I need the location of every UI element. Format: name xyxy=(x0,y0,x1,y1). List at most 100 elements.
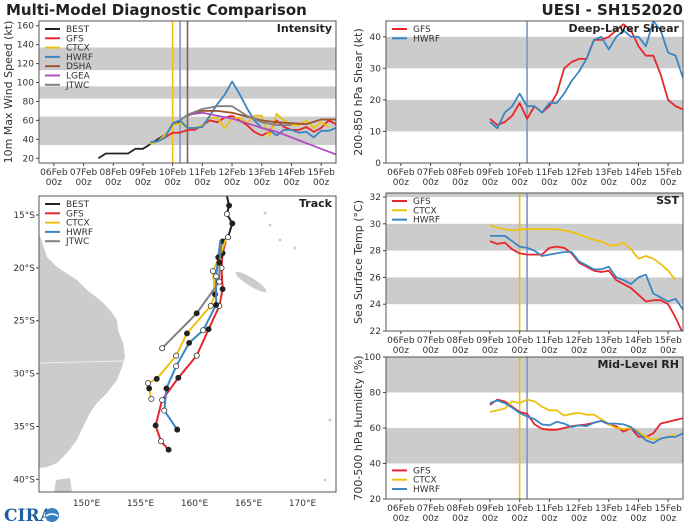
x-tick-hour: 00z xyxy=(512,346,528,356)
panel-title: SST xyxy=(656,194,679,207)
x-tick-label: 12Feb 00z xyxy=(218,168,246,188)
legend-label: GFS xyxy=(66,34,84,44)
x-tick-hour: 00z xyxy=(393,178,409,188)
x-tick-hour: 00z xyxy=(422,346,438,356)
x-tick-date: 15Feb xyxy=(654,168,682,178)
x-tick-label: 07Feb 00z xyxy=(417,168,445,188)
legend-label: HWRF xyxy=(66,228,93,238)
y-axis-label: 10m Max Wind Speed (kt) xyxy=(2,21,15,164)
plot-area xyxy=(386,357,683,499)
plot-frame xyxy=(385,356,684,500)
track-point-jtwc xyxy=(216,259,223,266)
x-tick-date: 12Feb xyxy=(565,504,593,514)
lat-tick-label: 25°S xyxy=(13,317,35,327)
track-point-hwrf xyxy=(163,385,170,392)
x-tick-hour: 00z xyxy=(601,346,617,356)
track-point-gfs xyxy=(205,326,212,333)
island xyxy=(323,478,327,482)
x-tick-date: 09Feb xyxy=(476,168,504,178)
series-line-hwrf xyxy=(150,80,336,144)
track-point-best xyxy=(226,202,233,209)
x-tick-date: 08Feb xyxy=(447,504,475,514)
x-tick-label: 12Feb 00z xyxy=(565,168,593,188)
track-point-ctcx xyxy=(207,302,214,309)
lon-tick-label: 165°E xyxy=(235,499,263,509)
series-line-dsha xyxy=(187,110,336,126)
x-tick-hour: 00z xyxy=(541,514,557,524)
track-point-gfs xyxy=(193,352,200,359)
x-tick-hour: 00z xyxy=(601,514,617,524)
y-tick-label: 80 xyxy=(23,97,35,107)
x-tick-label: 10Feb 00z xyxy=(506,336,534,356)
y-tick-label: 30 xyxy=(370,64,382,74)
track-point-best xyxy=(223,211,230,217)
x-tick-hour: 00z xyxy=(224,178,240,188)
x-tick-date: 09Feb xyxy=(476,336,504,346)
x-tick-date: 15Feb xyxy=(654,504,682,514)
island xyxy=(278,238,282,242)
lat-tick-label: 35°S xyxy=(13,422,35,432)
x-tick-date: 11Feb xyxy=(189,168,217,178)
x-tick-date: 14Feb xyxy=(278,168,306,178)
x-tick-hour: 00z xyxy=(254,178,270,188)
island xyxy=(268,223,272,227)
legend-label: HWRF xyxy=(413,216,440,226)
x-tick-date: 13Feb xyxy=(248,168,276,178)
track-point-ctcx xyxy=(153,375,160,382)
x-tick-hour: 00z xyxy=(452,346,468,356)
legend-label: BEST xyxy=(66,200,90,210)
y-tick-label: 24 xyxy=(370,300,382,310)
legend-label: CTCX xyxy=(66,44,90,54)
x-tick-hour: 00z xyxy=(75,178,91,188)
track-point-hwrf xyxy=(161,407,168,414)
legend-label: CTCX xyxy=(413,206,437,216)
x-tick-date: 12Feb xyxy=(218,168,246,178)
x-tick-date: 07Feb xyxy=(417,504,445,514)
x-tick-hour: 00z xyxy=(165,178,181,188)
x-tick-label: 11Feb 00z xyxy=(536,336,564,356)
new-caledonia-landmass xyxy=(235,271,267,293)
y-tick-label: 0 xyxy=(375,159,381,169)
track-point-hwrf xyxy=(213,273,220,280)
x-tick-hour: 00z xyxy=(452,514,468,524)
series-line-gfs xyxy=(489,398,683,438)
plot-area xyxy=(386,21,683,163)
x-tick-hour: 00z xyxy=(660,346,676,356)
x-tick-hour: 00z xyxy=(512,178,528,188)
legend-label: BEST xyxy=(66,25,90,35)
x-tick-label: 07Feb 00z xyxy=(70,168,98,188)
y-tick-label: 120 xyxy=(17,60,34,70)
x-tick-hour: 00z xyxy=(422,514,438,524)
x-tick-label: 10Feb 00z xyxy=(506,504,534,524)
shaded-band xyxy=(386,357,683,393)
y-tick-label: 40 xyxy=(370,460,382,470)
x-tick-label: 10Feb 00z xyxy=(159,168,187,188)
plot-background xyxy=(386,193,683,331)
x-tick-hour: 00z xyxy=(422,178,438,188)
x-tick-hour: 00z xyxy=(194,178,210,188)
x-tick-label: 14Feb 00z xyxy=(278,168,306,188)
x-tick-date: 15Feb xyxy=(654,336,682,346)
x-tick-label: 09Feb 00z xyxy=(476,168,504,188)
x-tick-hour: 00z xyxy=(541,178,557,188)
series-line-ctcx xyxy=(489,224,677,281)
cira-logo-text: CIRA xyxy=(4,506,54,525)
legend-label: JTWC xyxy=(65,81,89,91)
x-tick-date: 07Feb xyxy=(417,336,445,346)
x-tick-date: 12Feb xyxy=(565,336,593,346)
panel-title: Mid-Level RH xyxy=(597,358,679,371)
x-tick-hour: 00z xyxy=(541,346,557,356)
legend-label: HWRF xyxy=(66,53,93,63)
x-tick-date: 08Feb xyxy=(447,336,475,346)
legend-label: GFS xyxy=(66,209,84,219)
y-tick-label: 140 xyxy=(17,41,34,51)
y-tick-label: 20 xyxy=(23,154,35,164)
legend-label: HWRF xyxy=(413,485,440,495)
panel-title: Intensity xyxy=(277,22,332,35)
x-tick-hour: 00z xyxy=(660,514,676,524)
track-point-hwrf xyxy=(174,426,181,433)
